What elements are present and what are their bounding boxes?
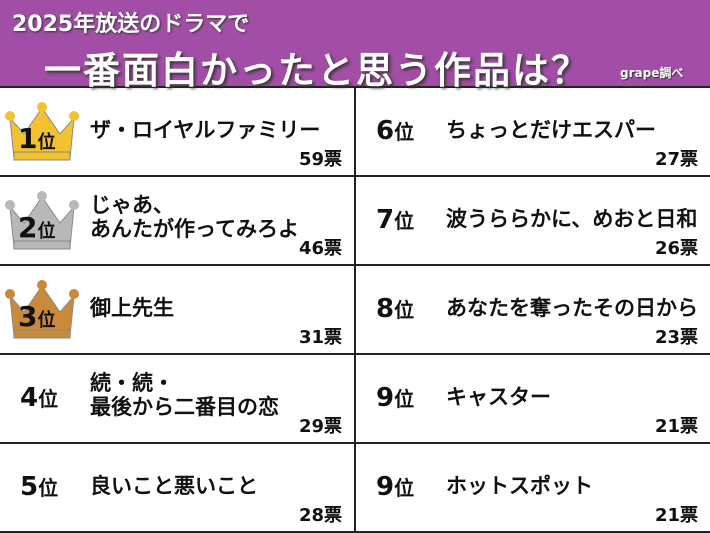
drama-title: ホットスポット xyxy=(446,474,593,498)
rank-label: 3位 xyxy=(18,300,55,333)
ranking-table: 1位 ザ・ロイヤルファミリー 59票 2位 じゃあ、 あんたが作ってみろよ 46票 3位御… xyxy=(0,88,710,533)
vote-count: 59票 xyxy=(298,149,342,170)
ranking-item: 3位 御上先生 31票 xyxy=(0,266,354,355)
drama-title: じゃあ、 あんたが作ってみろよ xyxy=(90,193,299,241)
vote-count: 21票 xyxy=(654,505,698,526)
rank-label: 8位 xyxy=(376,294,414,324)
header-title: 一番面白かったと思う作品は？ xyxy=(44,49,590,92)
rank-number: 9 xyxy=(376,472,395,502)
vote-count: 26票 xyxy=(654,238,698,259)
rank-suffix: 位 xyxy=(394,209,415,233)
vote-count: 21票 xyxy=(654,416,698,437)
rank-label: 9位 xyxy=(376,383,414,413)
header-subtitle: 2025年放送のドラマで xyxy=(12,12,250,37)
rank-label: 7位 xyxy=(376,205,414,235)
rank-label: 5位 xyxy=(20,472,58,502)
rank-suffix: 位 xyxy=(394,476,415,500)
vote-count: 46票 xyxy=(298,238,342,259)
rank-number: 1 xyxy=(18,122,38,155)
drama-title: ちょっとだけエスパー xyxy=(446,118,656,142)
rank-label: 1位 xyxy=(18,122,55,155)
drama-title: 御上先生 xyxy=(90,296,174,320)
ranking-item: 6位 ちょっとだけエスパー 27票 xyxy=(356,88,710,177)
drama-title: 波うららかに、めおと日和 xyxy=(446,207,698,231)
rank-suffix: 位 xyxy=(37,221,56,242)
rank-suffix: 位 xyxy=(38,387,59,411)
drama-title: ザ・ロイヤルファミリー xyxy=(90,118,321,142)
vote-count: 23票 xyxy=(654,327,698,348)
ranking-item: 4位 続・続・ 最後から二番目の恋 29票 xyxy=(0,355,354,444)
ranking-item: 9位 ホットスポット 21票 xyxy=(356,444,710,533)
rank-number: 6 xyxy=(376,116,395,146)
ranking-item: 8位 あなたを奪ったその日から 23票 xyxy=(356,266,710,355)
column-divider xyxy=(354,88,356,533)
ranking-item: 7位 波うららかに、めおと日和 26票 xyxy=(356,177,710,266)
ranking-item: 9位 キャスター 21票 xyxy=(356,355,710,444)
rank-number: 2 xyxy=(18,211,38,244)
rank-number: 5 xyxy=(20,472,39,502)
rank-number: 9 xyxy=(376,383,395,413)
source-label: grape調べ xyxy=(620,66,684,80)
rank-suffix: 位 xyxy=(394,120,415,144)
rank-number: 4 xyxy=(20,383,39,413)
rank-suffix: 位 xyxy=(37,132,56,153)
rank-number: 7 xyxy=(376,205,395,235)
silver-crown-icon: 2位 xyxy=(4,189,80,255)
rank-suffix: 位 xyxy=(38,476,59,500)
header-banner: 2025年放送のドラマで 一番面白かったと思う作品は？ grape調べ xyxy=(0,0,710,92)
rank-label: 4位 xyxy=(20,383,58,413)
ranking-item: 1位 ザ・ロイヤルファミリー 59票 xyxy=(0,88,354,177)
vote-count: 27票 xyxy=(654,149,698,170)
vote-count: 31票 xyxy=(298,327,342,348)
drama-title: 続・続・ 最後から二番目の恋 xyxy=(90,371,279,419)
drama-title: キャスター xyxy=(446,385,551,409)
vote-count: 29票 xyxy=(298,416,342,437)
gold-crown-icon: 1位 xyxy=(4,100,80,166)
rank-suffix: 位 xyxy=(37,310,56,331)
rank-label: 2位 xyxy=(18,211,55,244)
rank-suffix: 位 xyxy=(394,387,415,411)
rank-number: 3 xyxy=(18,300,38,333)
drama-title: 良いこと悪いこと xyxy=(90,474,258,498)
rank-label: 6位 xyxy=(376,116,414,146)
ranking-item: 5位 良いこと悪いこと 28票 xyxy=(0,444,354,533)
drama-title: あなたを奪ったその日から xyxy=(446,296,698,320)
rank-number: 8 xyxy=(376,294,395,324)
bronze-crown-icon: 3位 xyxy=(4,278,80,344)
rank-label: 9位 xyxy=(376,472,414,502)
vote-count: 28票 xyxy=(298,505,342,526)
ranking-item: 2位 じゃあ、 あんたが作ってみろよ 46票 xyxy=(0,177,354,266)
rank-suffix: 位 xyxy=(394,298,415,322)
